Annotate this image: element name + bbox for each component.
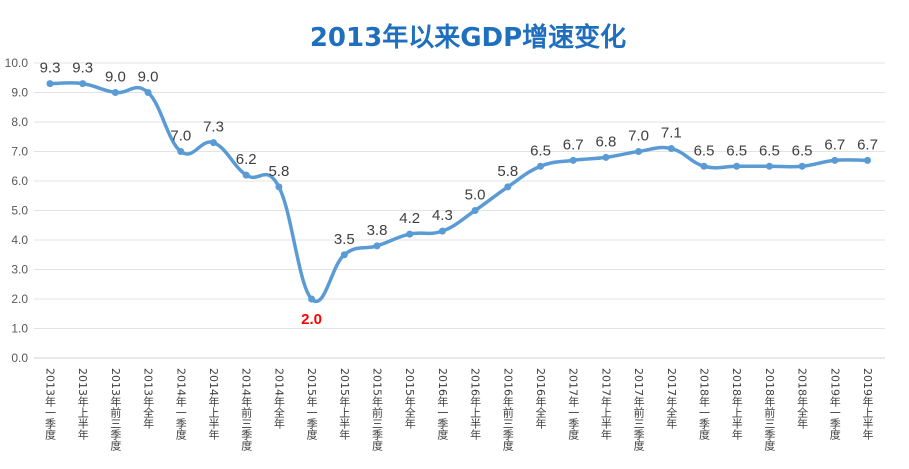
- y-tick-label: 2.0: [11, 292, 28, 306]
- y-tick-label: 10.0: [5, 56, 29, 70]
- data-point: [308, 295, 316, 303]
- x-tick-label: 2017年前三季度: [632, 368, 645, 452]
- data-point: [504, 183, 512, 191]
- data-label: 4.3: [432, 207, 453, 224]
- x-tick-label: 2015年前三季度: [371, 368, 384, 452]
- x-tick-label: 2018年一季度: [698, 368, 711, 441]
- x-tick-label: 2018年全年: [796, 368, 809, 429]
- data-point: [602, 153, 610, 161]
- x-tick-label: 2013年上半年: [76, 368, 89, 440]
- x-tick-label: 2015年一季度: [305, 368, 318, 441]
- data-label: 2.0: [301, 311, 322, 328]
- x-tick-label: 2019年上半年: [861, 368, 874, 440]
- y-tick-label: 7.0: [11, 145, 28, 159]
- data-point: [471, 207, 479, 214]
- data-point: [765, 162, 773, 170]
- data-label: 6.5: [726, 142, 747, 159]
- x-tick-label: 2018年前三季度: [763, 368, 776, 452]
- y-tick-label: 0.0: [11, 351, 28, 365]
- y-tick-label: 5.0: [11, 204, 28, 218]
- y-tick-label: 8.0: [11, 115, 28, 129]
- data-point: [144, 89, 152, 96]
- data-label: 6.8: [595, 133, 616, 150]
- data-point: [667, 145, 675, 153]
- data-label: 6.5: [694, 142, 715, 159]
- data-label: 9.3: [72, 60, 93, 77]
- data-point: [406, 230, 414, 238]
- data-point: [635, 148, 643, 155]
- x-tick-label: 2015年上半年: [338, 368, 351, 440]
- y-tick-label: 1.0: [11, 322, 28, 336]
- data-point: [242, 171, 250, 179]
- data-label: 7.1: [661, 125, 682, 142]
- x-tick-label: 2016年上半年: [469, 368, 482, 440]
- chart-title: 2013年以来GDP增速变化: [310, 22, 626, 53]
- data-label: 6.7: [563, 136, 584, 153]
- data-point: [46, 80, 54, 88]
- data-label: 7.0: [170, 128, 191, 145]
- data-label: 3.5: [334, 231, 355, 248]
- y-tick-label: 4.0: [11, 233, 28, 247]
- y-tick-label: 3.0: [11, 263, 28, 277]
- data-label: 6.7: [857, 136, 878, 153]
- x-tick-label: 2013年全年: [142, 368, 155, 429]
- data-label: 9.0: [105, 69, 126, 86]
- data-label: 6.2: [236, 151, 257, 168]
- data-point: [210, 139, 217, 147]
- x-tick-label: 2015年全年: [403, 368, 416, 429]
- data-point: [79, 80, 87, 88]
- x-tick-label: 2017年全年: [665, 368, 678, 429]
- x-tick-label: 2014年上半年: [207, 368, 220, 440]
- data-point: [340, 251, 348, 259]
- data-label: 3.8: [367, 222, 388, 239]
- data-point: [831, 156, 839, 164]
- x-tick-label: 2014年全年: [272, 368, 285, 429]
- x-tick-label: 2016年前三季度: [501, 368, 514, 452]
- data-point: [373, 242, 381, 250]
- data-label: 6.5: [759, 142, 780, 159]
- data-point: [111, 89, 119, 96]
- data-point: [798, 162, 806, 170]
- data-label: 6.5: [530, 142, 551, 159]
- data-label: 6.5: [792, 142, 813, 159]
- data-point: [864, 156, 871, 164]
- x-tick-label: 2014年一季度: [174, 368, 187, 441]
- x-tick-label: 2016年一季度: [436, 368, 449, 441]
- x-tick-label: 2013年前三季度: [109, 368, 122, 452]
- data-label: 7.0: [628, 128, 649, 145]
- data-label: 5.8: [268, 163, 289, 180]
- data-point: [733, 162, 741, 170]
- data-label: 5.0: [465, 187, 486, 204]
- data-point: [569, 156, 577, 164]
- data-label: 9.3: [40, 60, 61, 77]
- data-label: 9.0: [138, 69, 159, 86]
- data-point: [537, 162, 544, 170]
- data-label: 5.8: [497, 163, 518, 180]
- y-tick-label: 6.0: [11, 174, 28, 188]
- x-tick-label: 2016年全年: [534, 368, 547, 429]
- data-label: 7.3: [203, 119, 224, 136]
- data-label: 6.7: [824, 136, 845, 153]
- x-tick-label: 2018年上半年: [730, 368, 743, 440]
- x-tick-label: 2017年一季度: [567, 368, 580, 441]
- x-tick-label: 2017年上半年: [599, 368, 612, 440]
- data-point: [700, 162, 708, 170]
- series-line: [49, 81, 868, 304]
- x-tick-label: 2014年前三季度: [240, 368, 253, 452]
- data-label: 4.2: [399, 210, 420, 227]
- data-point: [438, 227, 446, 235]
- x-tick-label: 2013年一季度: [44, 368, 57, 441]
- y-tick-label: 9.0: [11, 86, 28, 100]
- x-tick-label: 2019年一季度: [828, 368, 841, 441]
- data-point: [275, 183, 283, 191]
- data-point: [177, 148, 185, 155]
